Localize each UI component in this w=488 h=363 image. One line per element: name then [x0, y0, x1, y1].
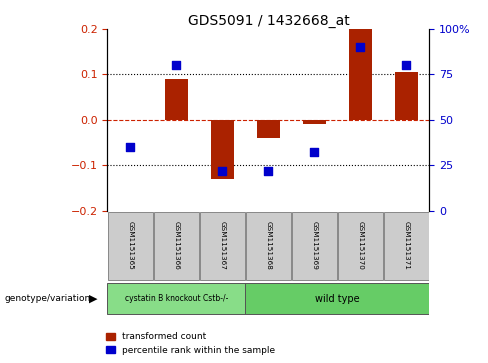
Legend: transformed count, percentile rank within the sample: transformed count, percentile rank withi… — [102, 329, 279, 359]
Title: GDS5091 / 1432668_at: GDS5091 / 1432668_at — [187, 14, 349, 28]
FancyBboxPatch shape — [292, 212, 337, 280]
Text: GSM1151370: GSM1151370 — [357, 221, 364, 270]
Bar — [349, 29, 372, 120]
FancyBboxPatch shape — [245, 283, 429, 314]
Point — [310, 150, 318, 155]
FancyBboxPatch shape — [154, 212, 199, 280]
FancyBboxPatch shape — [338, 212, 383, 280]
Text: ▶: ▶ — [89, 294, 98, 303]
FancyBboxPatch shape — [246, 212, 291, 280]
Text: GSM1151367: GSM1151367 — [220, 221, 225, 270]
Bar — [211, 120, 234, 179]
Text: GSM1151366: GSM1151366 — [173, 221, 180, 270]
FancyBboxPatch shape — [107, 283, 245, 314]
Text: wild type: wild type — [315, 294, 360, 303]
FancyBboxPatch shape — [384, 212, 429, 280]
Text: GSM1151365: GSM1151365 — [127, 221, 133, 270]
Point — [126, 144, 134, 150]
Point — [219, 168, 226, 174]
Text: GSM1151368: GSM1151368 — [265, 221, 271, 270]
Point — [264, 168, 272, 174]
Bar — [165, 79, 188, 120]
Point — [357, 44, 365, 50]
FancyBboxPatch shape — [200, 212, 245, 280]
Text: cystatin B knockout Cstb-/-: cystatin B knockout Cstb-/- — [125, 294, 228, 303]
Text: genotype/variation: genotype/variation — [5, 294, 91, 303]
Point — [403, 62, 410, 68]
Text: GSM1151371: GSM1151371 — [404, 221, 409, 270]
FancyBboxPatch shape — [108, 212, 153, 280]
Bar — [257, 120, 280, 138]
Bar — [303, 120, 326, 124]
Bar — [395, 72, 418, 120]
Text: GSM1151369: GSM1151369 — [311, 221, 317, 270]
Point — [172, 62, 180, 68]
